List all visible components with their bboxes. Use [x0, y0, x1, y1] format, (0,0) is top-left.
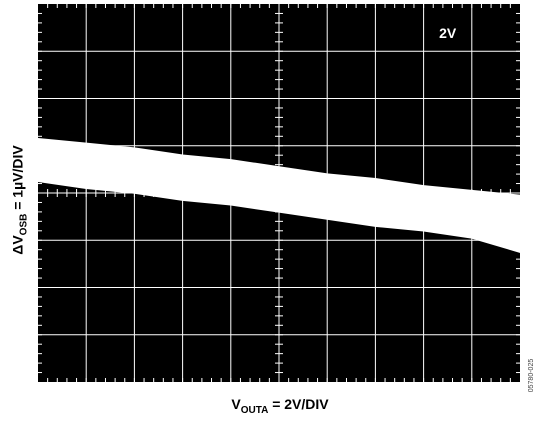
x-axis-label: VOUTA = 2V/DIV [40, 396, 520, 415]
y-axis-label-rest: = 1µV/DIV [10, 145, 27, 214]
x-axis-label-rest: = 2V/DIV [268, 396, 329, 412]
figure-id: 05780-025 [526, 330, 538, 420]
trace-band [37, 137, 521, 253]
y-axis-label: ΔVOSB = 1µV/DIV [2, 22, 34, 378]
x-axis-label-sub: OUTA [240, 404, 269, 416]
scale-label: 2V [439, 25, 457, 41]
y-axis-label-main: ΔV [10, 235, 27, 255]
figure-id-text: 05780-025 [528, 358, 536, 392]
x-axis-label-main: V [231, 396, 241, 412]
y-axis-label-sub: OSB [18, 213, 30, 236]
